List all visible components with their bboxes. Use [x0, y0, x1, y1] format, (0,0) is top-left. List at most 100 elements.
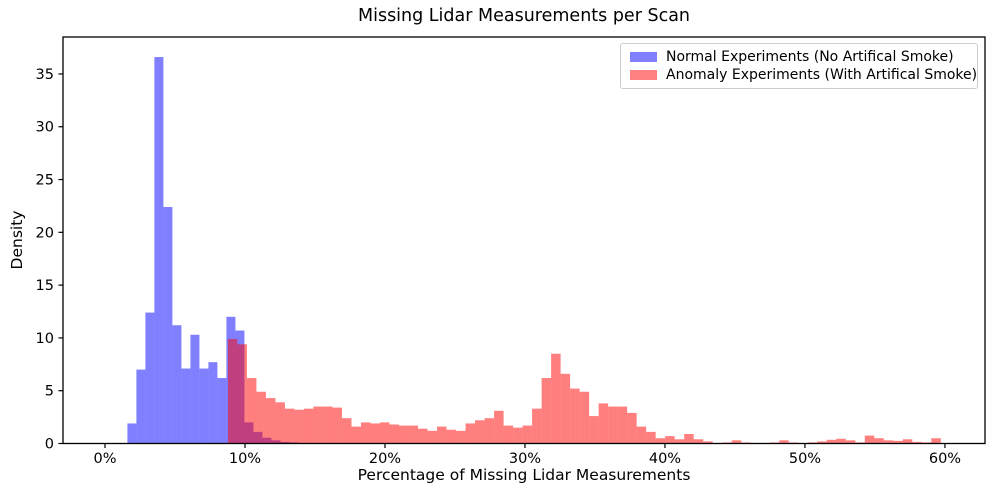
histogram-bar-anomaly: [931, 438, 941, 444]
histogram-bar-anomaly: [399, 425, 409, 444]
histogram-bar-anomaly: [446, 429, 457, 444]
legend-swatch-anomaly-icon: [630, 70, 657, 80]
histogram-bar-anomaly: [902, 439, 913, 444]
histogram-bar-normal: [154, 57, 164, 444]
histogram-bar-anomaly: [779, 440, 789, 444]
y-tick-label: 30: [36, 120, 54, 136]
histogram-bar-anomaly: [484, 418, 495, 444]
histogram-bar-anomaly: [684, 434, 694, 444]
histogram-bar-anomaly: [598, 403, 609, 444]
histogram-bar-anomaly: [703, 441, 713, 444]
histogram-bar-anomaly: [608, 406, 618, 444]
histogram-bar-anomaly: [627, 412, 637, 444]
axes-frame: [62, 36, 986, 445]
histogram-bar-anomaly: [836, 438, 846, 444]
histogram-bar-anomaly: [646, 431, 656, 444]
legend-label-anomaly: Anomaly Experiments (With Artifical Smok…: [666, 67, 978, 83]
histogram-bar-anomaly: [513, 427, 523, 444]
x-axis-label: Percentage of Missing Lidar Measurements: [357, 466, 691, 484]
histogram-bar-anomaly: [408, 425, 419, 444]
histogram-bar-anomaly: [560, 373, 571, 444]
x-tick-label: 20%: [369, 451, 401, 467]
histogram-bar-anomaly: [826, 439, 837, 444]
histogram-bar-anomaly: [465, 423, 476, 444]
y-tick-label: 25: [36, 173, 54, 189]
y-tick-label: 0: [45, 437, 54, 453]
histogram-bar-anomaly: [322, 406, 333, 444]
histogram-bar-normal: [199, 368, 209, 444]
histogram-bar-anomaly: [579, 391, 590, 444]
histogram-bar-anomaly: [437, 426, 447, 444]
histogram-bar-anomaly: [674, 439, 685, 444]
histogram-bar-anomaly: [275, 402, 285, 444]
histogram-bar-anomaly: [389, 424, 400, 444]
histogram-bar-anomaly: [370, 423, 381, 444]
histogram-bar-anomaly: [570, 388, 580, 444]
histogram-bar-anomaly: [693, 439, 704, 444]
histogram-bar-anomaly: [541, 378, 552, 444]
histogram-bar-anomaly: [522, 425, 533, 444]
histogram-bar-anomaly: [418, 428, 428, 444]
histogram-bar-anomaly: [883, 440, 894, 444]
x-tick-label: 10%: [229, 451, 261, 467]
histogram-bar-anomaly: [456, 430, 466, 444]
histogram-bar-anomaly: [665, 436, 675, 444]
legend-swatch-normal-icon: [630, 52, 657, 62]
x-tick-label: 0%: [93, 451, 116, 467]
histogram-bar-anomaly: [864, 435, 875, 444]
histogram-bar-anomaly: [817, 441, 827, 444]
histogram-bar-anomaly: [731, 440, 742, 444]
histogram-bar-normal: [163, 206, 173, 444]
y-axis-label: Density: [8, 210, 26, 270]
histogram-bar-normal: [127, 423, 137, 444]
histogram-bar-anomaly: [227, 338, 238, 444]
histogram-bar-anomaly: [360, 422, 371, 444]
legend-entry-anomaly: Anomaly Experiments (With Artifical Smok…: [630, 67, 977, 84]
histogram-bar-anomaly: [551, 353, 561, 444]
y-tick-label: 15: [36, 278, 54, 294]
histogram-bar-normal: [217, 378, 227, 444]
histogram-bar-anomaly: [380, 422, 390, 444]
histogram-bar-anomaly: [874, 438, 884, 444]
histogram-bar-anomaly: [265, 398, 276, 444]
y-tick-label: 5: [45, 384, 54, 400]
histogram-bar-anomaly: [589, 416, 599, 444]
histogram-bar-anomaly: [284, 408, 295, 444]
y-tick-label: 35: [36, 67, 54, 83]
histogram-bar-normal: [172, 325, 182, 444]
histogram-bar-anomaly: [237, 344, 247, 444]
histogram-bar-anomaly: [256, 391, 266, 444]
histogram-bar-anomaly: [636, 426, 647, 444]
histogram-bar-normal: [136, 369, 146, 444]
histogram-bar-anomaly: [617, 406, 628, 444]
histogram-bar-anomaly: [341, 418, 352, 444]
histogram-bar-anomaly: [332, 407, 342, 444]
x-tick-label: 60%: [929, 451, 961, 467]
histogram-bar-anomaly: [494, 410, 504, 444]
y-tick-label: 20: [36, 225, 54, 241]
histogram-bar-anomaly: [912, 441, 922, 444]
histogram-bar-anomaly: [503, 425, 514, 444]
legend-entry-normal: Normal Experiments (No Artifical Smoke): [630, 49, 969, 66]
histogram-bar-anomaly: [303, 408, 314, 444]
legend-label-normal: Normal Experiments (No Artifical Smoke): [666, 49, 954, 65]
histogram-bar-anomaly: [532, 408, 542, 444]
x-tick-label: 50%: [789, 451, 821, 467]
histogram-bar-normal: [181, 368, 191, 444]
histogram-bar-anomaly: [475, 420, 485, 444]
histogram-bar-anomaly: [313, 406, 323, 444]
chart-title: Missing Lidar Measurements per Scan: [357, 6, 691, 26]
histogram-bar-anomaly: [294, 409, 304, 444]
x-tick-label: 30%: [509, 451, 541, 467]
y-tick-label: 10: [36, 331, 54, 347]
histogram-bar-anomaly: [351, 426, 361, 444]
histogram-bar-normal: [208, 362, 218, 444]
legend: Normal Experiments (No Artifical Smoke) …: [620, 43, 978, 89]
histogram-bar-anomaly: [427, 430, 438, 444]
histogram-bar-anomaly: [655, 438, 666, 444]
histogram-bar-normal: [190, 334, 200, 444]
histogram-bar-anomaly: [893, 440, 903, 444]
histogram-bar-normal: [145, 312, 155, 444]
